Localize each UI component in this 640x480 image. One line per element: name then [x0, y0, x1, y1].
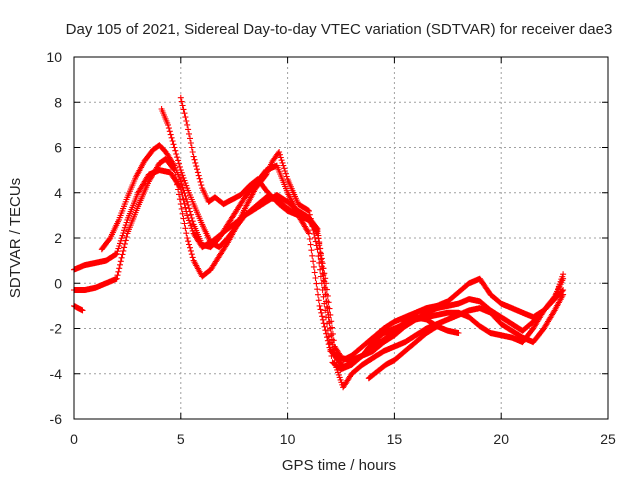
y-tick-label: -6	[50, 411, 63, 427]
data-series-4	[158, 106, 567, 391]
data-series-7	[365, 323, 441, 382]
y-tick-label: 8	[54, 94, 62, 110]
y-tick-label: 2	[54, 230, 62, 246]
plus-markers	[365, 323, 441, 382]
x-tick-label: 15	[387, 431, 403, 447]
data-series-5	[177, 94, 462, 370]
y-tick-label: 10	[46, 49, 62, 65]
axis-ticks	[73, 56, 609, 420]
x-tick-label: 10	[280, 431, 296, 447]
y-tick-label: 0	[54, 275, 62, 291]
chart-title: Day 105 of 2021, Sidereal Day-to-day VTE…	[66, 21, 613, 38]
x-tick-label: 20	[493, 431, 509, 447]
y-tick-label: 6	[54, 140, 62, 156]
plus-markers	[158, 106, 567, 391]
plus-markers	[177, 94, 462, 370]
y-axis-label: SDTVAR / TECUs	[7, 178, 24, 298]
data-series	[71, 94, 567, 391]
x-tick-label: 25	[600, 431, 616, 447]
data-series-6	[71, 302, 86, 314]
tick-labels: 0 5 10 15 20 25 -6 -4 -2 0 2 4 6 8 10	[46, 49, 616, 447]
x-tick-label: 0	[70, 431, 78, 447]
y-tick-label: -2	[50, 321, 63, 337]
y-tick-label: 4	[54, 185, 62, 201]
x-axis-label: GPS time / hours	[282, 457, 396, 474]
x-tick-label: 5	[177, 431, 185, 447]
plus-markers	[71, 302, 86, 314]
y-tick-label: -4	[50, 366, 63, 382]
